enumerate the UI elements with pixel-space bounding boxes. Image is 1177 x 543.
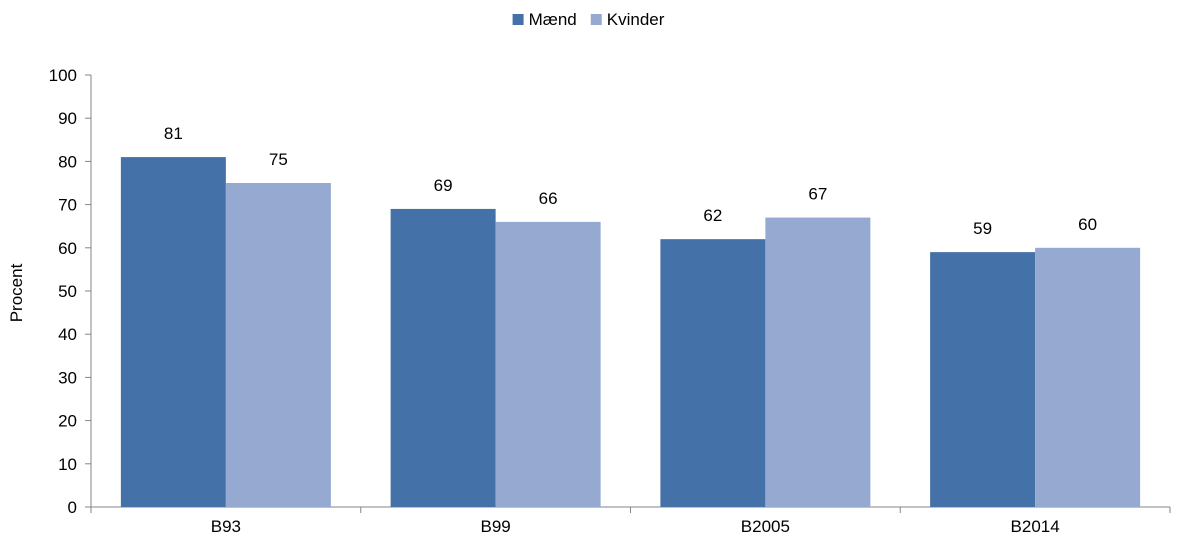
bar-kvinder-b99 [495,221,601,507]
legend-swatch-m-nd [512,14,524,25]
bar-kvinder-b93 [225,183,331,507]
y-tick-label: 30 [58,368,77,387]
y-tick-label: 70 [58,196,77,215]
data-label-m-nd-b2014: 59 [973,219,992,238]
data-label-m-nd-b2005: 62 [703,206,722,225]
x-tick-label-b2005: B2005 [741,517,790,536]
x-tick-label-b93: B93 [211,517,241,536]
y-tick-label: 100 [49,66,77,85]
data-label-kvinder-b2014: 60 [1078,215,1097,234]
data-label-m-nd-b99: 69 [434,176,453,195]
legend: Mænd Kvinder [512,10,665,29]
data-label-kvinder-b2005: 67 [808,185,827,204]
y-tick-label: 40 [58,325,77,344]
data-label-m-nd-b93: 81 [164,124,183,143]
y-tick-label: 80 [58,152,77,171]
data-labels: 81 75 69 66 62 67 59 60 [164,124,1097,238]
data-label-kvinder-b99: 66 [539,189,558,208]
bar-m-nd-b2014 [930,252,1036,507]
y-tick-label: 10 [58,455,77,474]
y-tick-label: 20 [58,412,77,431]
data-label-kvinder-b93: 75 [269,150,288,169]
y-tick-label: 50 [58,282,77,301]
x-axis: B93 B99 B2005 B2014 [90,506,1171,536]
y-axis: 0 10 20 30 40 50 60 70 80 90 100 [49,66,92,517]
bar-kvinder-b2014 [1035,247,1141,508]
y-tick-label: 60 [58,239,77,258]
bars [120,157,1141,508]
x-tick-label-b99: B99 [481,517,511,536]
bar-m-nd-b99 [390,208,496,508]
legend-label-kvinder: Kvinder [607,10,665,29]
x-tick-label-b2014: B2014 [1011,517,1060,536]
y-tick-label: 90 [58,109,77,128]
bar-m-nd-b93 [120,157,226,507]
legend-swatch-kvinder [590,14,602,25]
bar-m-nd-b2005 [660,239,766,507]
y-axis-title: Procent [7,263,26,322]
y-tick-label: 0 [68,498,77,517]
legend-label-m-nd: Mænd [529,10,577,29]
bar-kvinder-b2005 [765,217,871,507]
